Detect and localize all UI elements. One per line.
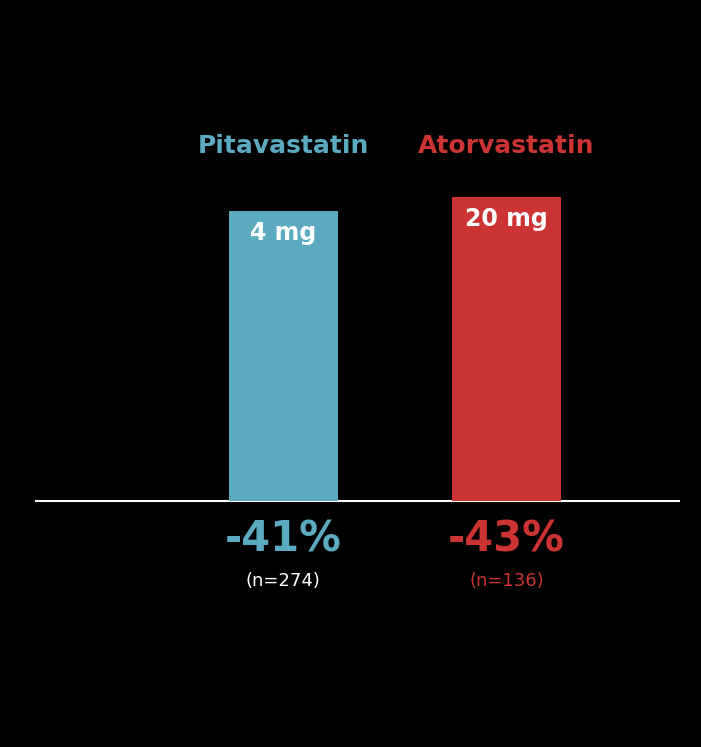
Text: -43%: -43% [448,518,565,560]
Bar [229,211,338,501]
Text: (n=136): (n=136) [469,571,544,589]
Text: Atorvastatin: Atorvastatin [418,134,594,158]
Text: Pitavastatin: Pitavastatin [198,134,369,158]
Bar [451,196,561,501]
Text: Pitavastatin vs. Atorvastatin: Pitavastatin vs. Atorvastatin [80,26,621,60]
Text: (n=274): (n=274) [245,571,320,589]
Text: -41%: -41% [224,518,341,560]
Text: 4 mg: 4 mg [250,221,316,245]
Text: 20 mg: 20 mg [465,207,547,231]
